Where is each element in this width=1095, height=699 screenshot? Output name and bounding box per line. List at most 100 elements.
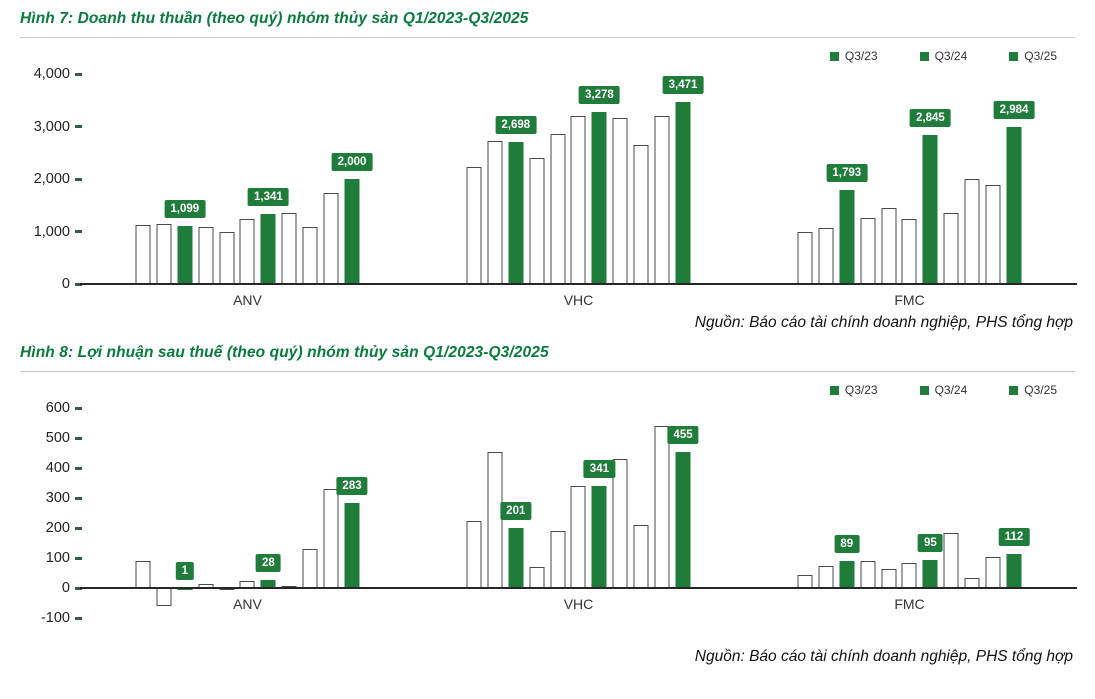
tick-mark [75,177,82,181]
legend-item: Q3/23 [829,383,878,397]
bar-fmc-q2-25 [985,185,1001,284]
y-axis-tick: 2,000 [34,170,82,188]
figure-8-source-note: Nguồn: Báo cáo tài chính doanh nghiệp, P… [694,648,1073,665]
bar-fmc-q1-24 [881,568,897,588]
bar-slot: 1,341 [248,74,289,284]
bar-anv-q2-24 [239,219,255,284]
figure-8-chart: Q3/23 Q3/24 Q3/25 600 500 400 300 200 100 0 -100 … [20,372,1077,626]
bar-slot: 283 [336,408,368,618]
y-axis-tick: 300 [46,489,82,507]
tick-mark [75,526,82,530]
bar-vhc-q4-23 [529,158,545,284]
figure-7-title: Hình 7: Doanh thu thuần (theo quý) nhóm … [20,8,1075,38]
y-axis: 4,000 3,000 2,000 1,000 0 [20,66,82,292]
bar-group-fmc: 89 95 112 FMC [795,408,1030,618]
legend-item: Q3/24 [919,49,967,63]
bar-slot: 2,698 [495,74,537,284]
report-page: Hình 7: Doanh thu thuần (theo quý) nhóm … [20,8,1077,666]
legend-label: Q3/23 [844,383,878,397]
y-axis: 600 500 400 300 200 100 0 -100 [20,400,82,626]
bar-value-label: 283 [336,477,368,496]
plot-area: 1 28 283 ANV 201 341 455 VHC 89 95 112 FMC [80,408,1077,618]
bar-slot [321,74,342,284]
bar-slot: 3,278 [579,74,620,284]
bar-slot [795,74,816,284]
bar-value-label: 1,099 [164,200,206,219]
bar-slot [484,74,505,284]
bar-value-label: 2,984 [993,101,1035,120]
bar-value-label: 341 [583,459,615,478]
bar-fmc-q3-24 [922,559,938,588]
bar-slot: 95 [917,408,943,618]
bar-slot: 1,099 [164,74,206,284]
x-axis-line [80,283,1077,285]
bar-slot [878,74,899,284]
legend-swatch-icon [1009,385,1019,395]
bar-value-label: 1,341 [248,187,289,206]
y-axis-tick: 0 [62,579,82,597]
legend-swatch-icon [829,385,839,395]
bar-slot [279,74,300,284]
bar-value-label: 2,698 [495,116,537,135]
bar-vhc-q1-23 [466,166,482,284]
bar-slot: 2,845 [910,74,951,284]
y-axis-tick: 200 [46,519,82,537]
bar-vhc-q2-24 [570,486,586,588]
bar-anv-q1-25 [302,227,318,284]
bar-fmc-q3-25 [1006,127,1022,284]
bar-fmc-q3-24 [922,134,938,284]
bar-slot [652,74,673,284]
bar-anv-q4-23 [198,227,214,284]
bar-anv-q1-24 [219,231,235,284]
bar-fmc-q4-23 [860,218,876,284]
legend-swatch-icon [1009,51,1019,61]
bar-slot [464,74,485,284]
bar-vhc-q3-24 [591,485,607,588]
y-axis-tick: 400 [46,459,82,477]
bar-slot [899,74,920,284]
tick-mark [75,466,82,470]
tick-mark [75,556,82,560]
legend-label: Q3/24 [934,383,968,397]
y-tick-label: 600 [45,400,70,416]
bar-slot [237,74,258,284]
bar-value-label: 28 [255,553,281,572]
x-category-label: FMC [894,292,925,308]
bar-value-label: 3,278 [579,85,620,104]
bar-anv-q2-25 [323,489,339,588]
bar-value-label: 1,793 [826,163,868,182]
figure-8-title: Hình 8: Lợi nhuận sau thuế (theo quý) nh… [20,342,1075,372]
bar-slot [300,74,321,284]
bar-value-label: 2,000 [331,153,373,171]
tick-mark [75,436,82,440]
bar-fmc-q4-23 [860,561,876,588]
bar-slot: 2,000 [331,74,373,284]
bar-vhc-q4-24 [612,117,628,284]
bar-vhc-q4-23 [529,567,545,588]
legend-label: Q3/25 [1024,49,1057,63]
bar-fmc-q1-25 [964,179,980,284]
bar-vhc-q2-25 [654,116,670,284]
bar-fmc-q1-24 [881,207,897,284]
bar-value-label: 89 [834,535,860,554]
x-category-label: VHC [563,292,594,308]
figure-7-section: Hình 7: Doanh thu thuần (theo quý) nhóm … [20,8,1077,332]
bar-fmc-q2-23 [818,228,834,284]
bar-vhc-q3-25 [675,101,691,284]
bar-anv-q3-24 [260,213,276,284]
bar-vhc-q2-23 [487,141,503,284]
bar-group-vhc: 201 341 455 VHC [464,408,699,618]
bar-fmc-q2-25 [985,556,1001,588]
y-axis-tick: 500 [46,429,82,447]
y-tick-label: 0 [61,580,70,596]
bar-vhc-q1-24 [550,133,566,284]
y-tick-label: 400 [45,460,70,476]
bar-anv-q3-23 [177,226,193,284]
bar-fmc-q1-23 [797,231,813,284]
bar-fmc-q4-24 [943,532,959,588]
bar-slot: 112 [998,408,1030,618]
bar-value-label: 455 [667,425,699,444]
bar-slot: 3,471 [662,74,704,284]
bar-slot: 1,793 [826,74,868,284]
bar-slot [133,74,154,284]
